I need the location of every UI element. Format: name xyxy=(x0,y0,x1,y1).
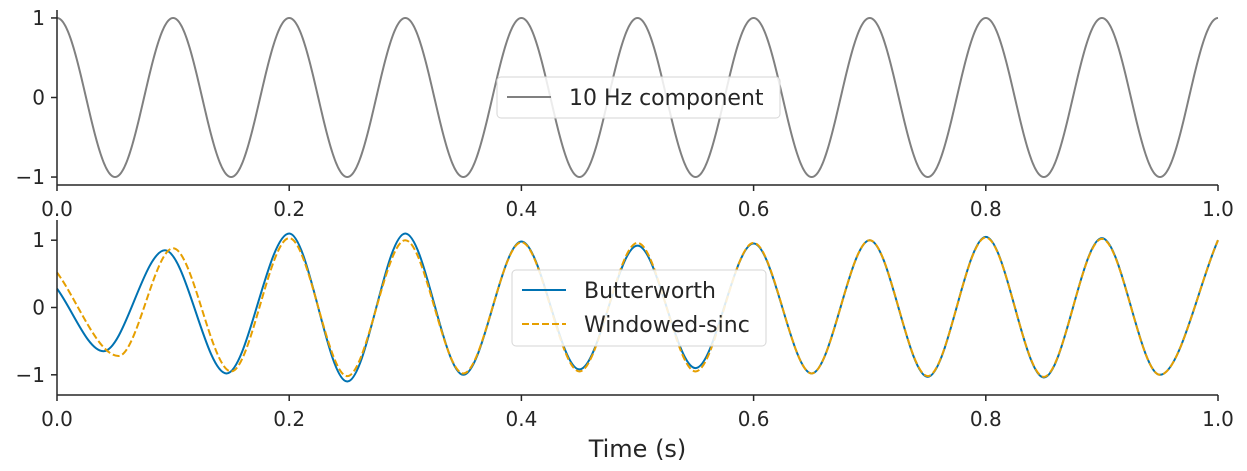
legend: Butterworth Windowed-sinc xyxy=(511,269,767,347)
legend-box xyxy=(511,269,767,347)
x-tick-label: 0.8 xyxy=(970,197,1002,221)
x-tick-label: 0.2 xyxy=(273,197,305,221)
x-tick-label: 1.0 xyxy=(1202,197,1234,221)
x-tick-label: 1.0 xyxy=(1202,407,1234,431)
x-axis-label: Time (s) xyxy=(588,435,687,463)
y-tick-label: 0 xyxy=(32,86,45,110)
legend-label: Windowed-sinc xyxy=(584,313,750,338)
y-tick-label: −1 xyxy=(16,363,45,387)
y-tick-label: 1 xyxy=(32,6,45,30)
x-tick-label: 0.8 xyxy=(970,407,1002,431)
x-tick-label: 0.4 xyxy=(505,407,537,431)
x-tick-label: 0.4 xyxy=(505,197,537,221)
chart-panel-1: 0.0 0.2 0.4 0.6 0.8 1.0 −1 0 1 10 Hz component xyxy=(16,6,1234,221)
legend-label: 10 Hz component xyxy=(569,86,764,111)
series-line-2-2 xyxy=(56,236,1219,378)
x-tick-label: 0.6 xyxy=(738,197,770,221)
legend-box xyxy=(496,76,781,119)
y-tick-label: 1 xyxy=(32,228,45,252)
y-tick-label: −1 xyxy=(16,165,45,189)
y-tick-label: 0 xyxy=(32,296,45,320)
x-tick-label: 0.6 xyxy=(738,407,770,431)
x-tick-label: 0.0 xyxy=(41,407,73,431)
chart-panel-2: 0.0 0.2 0.4 0.6 0.8 1.0 −1 0 1 Time (s) Butterwort… xyxy=(16,220,1234,463)
series-line-1-1 xyxy=(56,16,1219,179)
legend-label: Butterworth xyxy=(584,279,716,304)
x-tick-label: 0.0 xyxy=(41,197,73,221)
x-tick-label: 0.2 xyxy=(273,407,305,431)
legend: 10 Hz component xyxy=(496,76,781,119)
